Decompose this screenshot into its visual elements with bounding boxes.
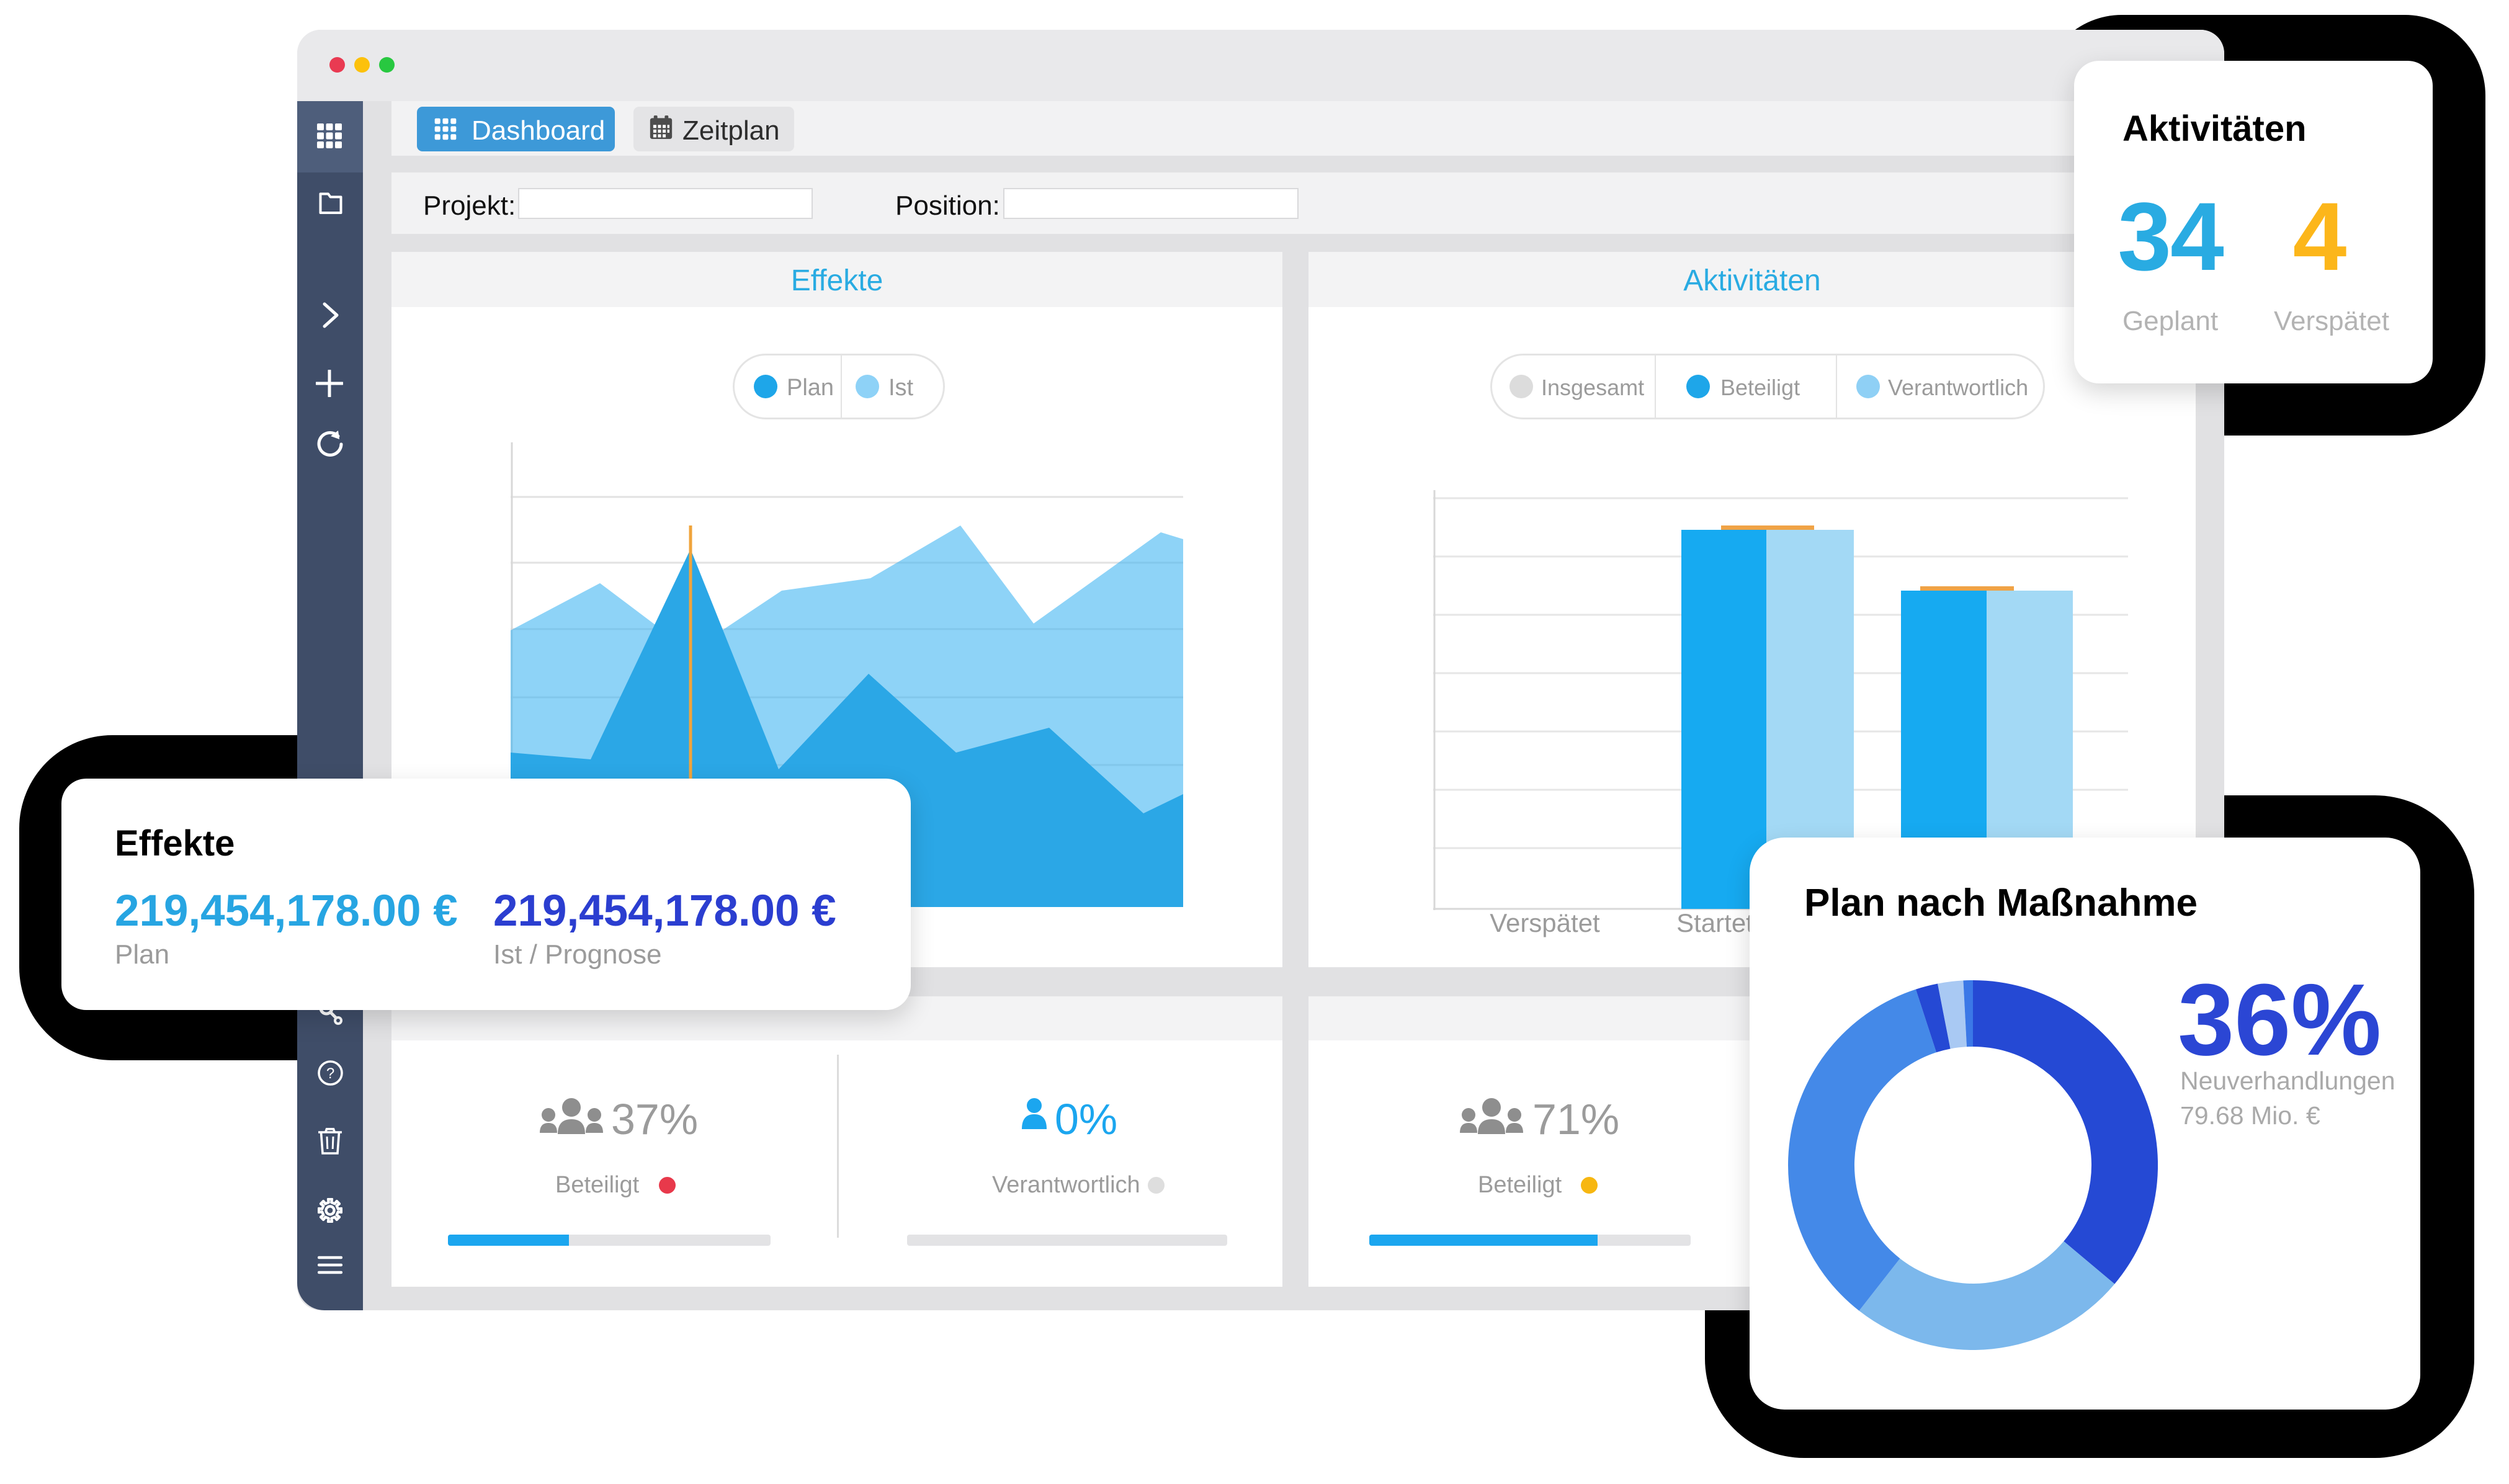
svg-text:?: ? (326, 1065, 334, 1082)
